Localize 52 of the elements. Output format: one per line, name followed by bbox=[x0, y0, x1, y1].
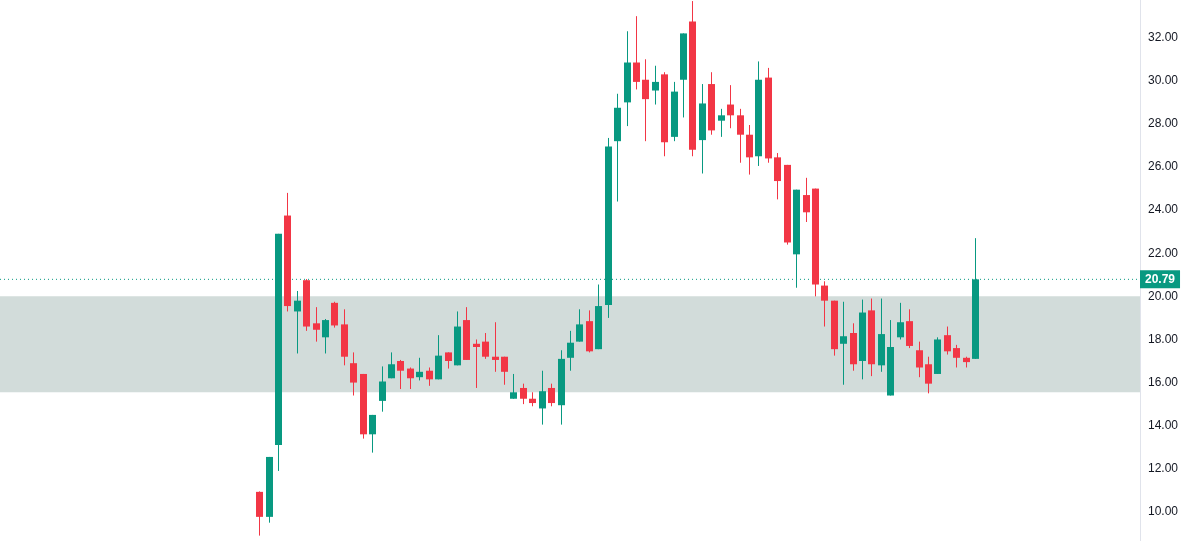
candlestick bbox=[520, 383, 527, 405]
candlestick bbox=[576, 308, 583, 343]
candlestick bbox=[652, 65, 659, 106]
candlestick bbox=[473, 338, 480, 389]
y-tick-label: 18.00 bbox=[1147, 331, 1179, 346]
candlestick bbox=[416, 357, 423, 381]
candlestick bbox=[501, 356, 508, 386]
candlestick bbox=[388, 351, 395, 379]
candlestick bbox=[426, 366, 433, 387]
candlestick bbox=[840, 301, 847, 386]
candlestick bbox=[567, 330, 574, 372]
candlestick bbox=[397, 359, 404, 390]
y-tick-label: 24.00 bbox=[1147, 202, 1179, 217]
candlestick bbox=[369, 414, 376, 454]
y-tick-label: 10.00 bbox=[1147, 504, 1179, 519]
candlestick bbox=[737, 108, 744, 164]
y-tick-label: 28.00 bbox=[1147, 116, 1179, 131]
candlestick bbox=[322, 318, 329, 354]
candlestick bbox=[294, 290, 301, 354]
candlestick bbox=[727, 84, 734, 129]
candlestick bbox=[897, 302, 904, 340]
y-tick-label: 30.00 bbox=[1147, 73, 1179, 88]
candlestick bbox=[774, 152, 781, 200]
candlestick bbox=[548, 383, 555, 407]
candlestick bbox=[350, 351, 357, 397]
candlestick bbox=[510, 373, 517, 400]
candlestick bbox=[916, 341, 923, 378]
candlestick bbox=[953, 344, 960, 368]
candlestick bbox=[331, 301, 338, 329]
y-tick-label: 14.00 bbox=[1147, 418, 1179, 432]
candlestick bbox=[803, 177, 810, 223]
candlestick bbox=[718, 108, 725, 138]
candlestick bbox=[633, 15, 640, 90]
candlestick bbox=[482, 332, 489, 360]
y-tick-label: 26.00 bbox=[1147, 159, 1179, 174]
candlestick bbox=[539, 370, 546, 426]
y-tick-label: 12.00 bbox=[1147, 461, 1179, 476]
ref-line-label: 20.79 bbox=[1145, 271, 1176, 286]
candlestick bbox=[407, 366, 414, 390]
candlestick bbox=[313, 306, 320, 343]
candlestick bbox=[925, 356, 932, 394]
y-tick-label: 20.00 bbox=[1147, 288, 1179, 303]
y-tick-label: 32.00 bbox=[1147, 30, 1179, 45]
candlestick bbox=[435, 334, 442, 380]
candlestick bbox=[821, 280, 828, 328]
candlestick bbox=[746, 124, 753, 176]
y-tick-label: 22.00 bbox=[1147, 245, 1179, 260]
candlestick bbox=[944, 326, 951, 356]
candlestick bbox=[379, 365, 386, 413]
candlestick bbox=[492, 321, 499, 373]
candlestick bbox=[642, 58, 649, 142]
y-tick-label: 16.00 bbox=[1147, 374, 1179, 389]
